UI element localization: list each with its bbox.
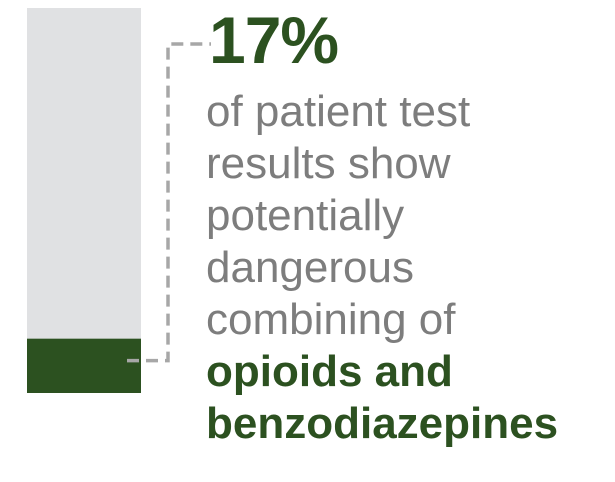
emphasis-line-1: opioids and [206, 347, 453, 396]
description-line-4: dangerous [206, 243, 414, 292]
bar-fill [27, 338, 141, 393]
callout-connector-line [127, 42, 211, 363]
percentage-value: 17% [209, 3, 339, 77]
bar-track [27, 8, 141, 393]
description-line-3: potentially [206, 191, 405, 240]
emphasis-line-2: benzodiazepines [206, 399, 559, 448]
description-line-5: combining of [206, 295, 456, 344]
description-line-1: of patient test [206, 87, 471, 136]
stat-description: of patient test results show potentially… [206, 86, 611, 450]
description-line-2: results show [206, 139, 451, 188]
